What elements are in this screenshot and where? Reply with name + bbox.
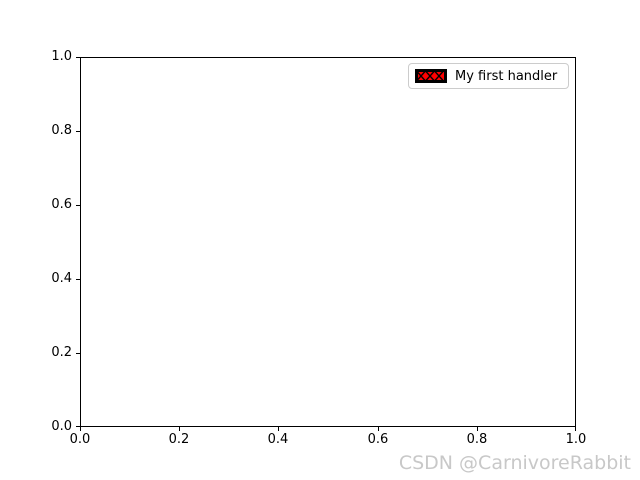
y-tick-mark — [76, 205, 80, 206]
plot-area — [80, 57, 576, 427]
y-tick-label: 0.0 — [51, 419, 72, 434]
y-tick-mark — [76, 426, 80, 427]
y-tick-label: 0.6 — [51, 197, 72, 212]
legend-label: My first handler — [455, 68, 558, 84]
x-tick-mark — [378, 427, 379, 431]
y-tick-label: 0.8 — [51, 123, 72, 138]
legend-handle-icon — [415, 69, 447, 83]
y-tick-mark — [76, 279, 80, 280]
x-tick-mark — [179, 427, 180, 431]
x-tick-label: 0.4 — [267, 432, 289, 447]
x-tick-label: 1.0 — [565, 432, 587, 447]
y-tick-label: 1.0 — [51, 49, 72, 64]
x-tick-label: 0.0 — [69, 432, 91, 447]
y-tick-label: 0.2 — [51, 345, 72, 360]
y-tick-mark — [76, 353, 80, 354]
x-tick-mark — [477, 427, 478, 431]
x-tick-label: 0.6 — [367, 432, 389, 447]
y-tick-label: 0.4 — [51, 271, 72, 286]
x-tick-mark — [80, 427, 81, 431]
legend: My first handler — [408, 63, 569, 89]
x-tick-label: 0.8 — [466, 432, 488, 447]
x-tick-label: 0.2 — [168, 432, 190, 447]
watermark: CSDN @CarnivoreRabbit — [398, 452, 631, 474]
x-tick-mark — [278, 427, 279, 431]
x-tick-mark — [575, 427, 576, 431]
y-tick-mark — [76, 131, 80, 132]
y-tick-mark — [76, 57, 80, 58]
